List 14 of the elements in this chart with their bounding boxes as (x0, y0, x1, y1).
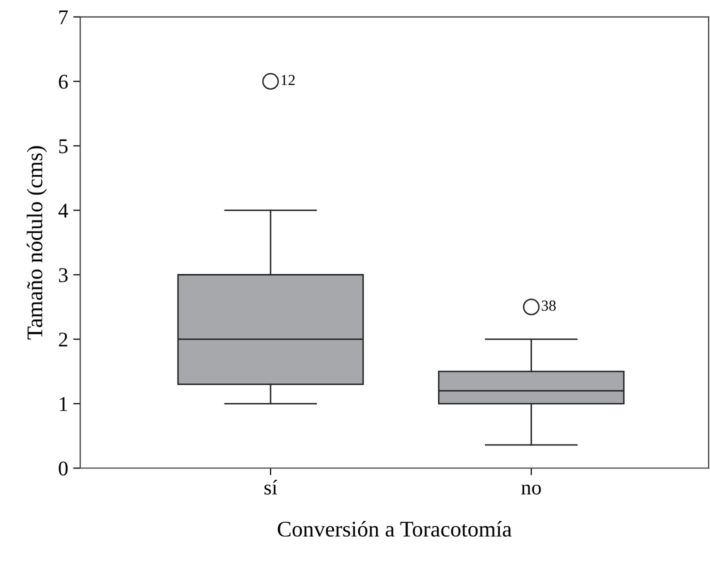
y-tick-label: 4 (58, 204, 68, 218)
y-axis-title: Tamaño nódulo (cms) (26, 146, 47, 340)
x-tick-label: no (521, 484, 541, 495)
y-tick-label: 6 (58, 74, 68, 89)
y-tick-label: 3 (59, 268, 68, 282)
y-tick-label: 2 (58, 332, 68, 346)
x-tick-label: sí (264, 480, 278, 495)
annotation: 12 (282, 74, 295, 86)
y-tick-label: 7 (59, 10, 68, 24)
y-tick-label: 1 (60, 397, 68, 411)
y-tick-label: 5 (59, 139, 68, 154)
x-axis-title: Conversión a Toracotomía (278, 521, 512, 537)
annotation: 38 (542, 300, 556, 311)
y-tick-label: 0 (58, 461, 68, 476)
